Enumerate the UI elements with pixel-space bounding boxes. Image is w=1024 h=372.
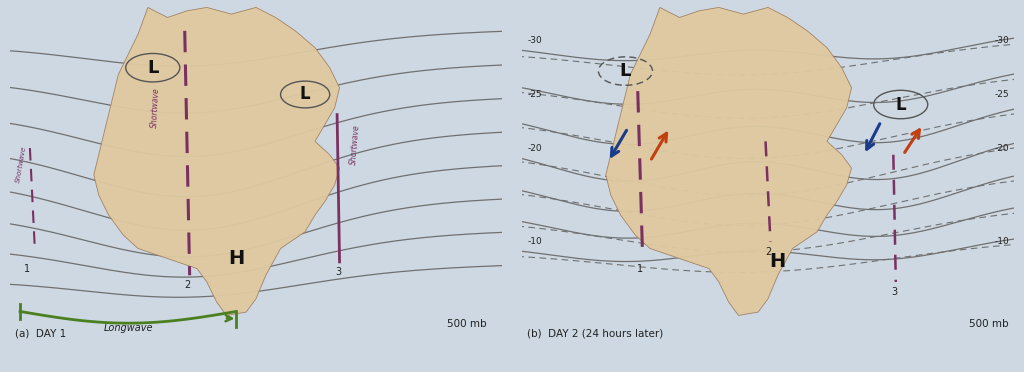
Polygon shape xyxy=(606,7,852,315)
Text: -10: -10 xyxy=(527,237,542,246)
Polygon shape xyxy=(94,7,340,315)
Text: 2: 2 xyxy=(184,280,190,290)
Text: 3: 3 xyxy=(892,287,898,297)
Text: -10: -10 xyxy=(994,237,1009,246)
Text: -25: -25 xyxy=(527,90,542,99)
Text: (b)  DAY 2 (24 hours later): (b) DAY 2 (24 hours later) xyxy=(527,329,664,339)
Text: Longwave: Longwave xyxy=(103,323,153,333)
Text: -30: -30 xyxy=(994,36,1009,45)
Text: L: L xyxy=(147,59,159,77)
Text: H: H xyxy=(228,249,245,268)
Text: 1: 1 xyxy=(637,264,643,273)
Text: 1: 1 xyxy=(25,264,31,273)
Text: L: L xyxy=(300,86,310,103)
Text: 500 mb: 500 mb xyxy=(970,319,1009,329)
Text: -25: -25 xyxy=(994,90,1009,99)
Text: (a)  DAY 1: (a) DAY 1 xyxy=(15,329,67,339)
Text: -20: -20 xyxy=(527,144,542,153)
Text: Shortwave: Shortwave xyxy=(150,87,161,128)
Text: H: H xyxy=(770,252,786,272)
Text: 3: 3 xyxy=(335,267,341,277)
Text: -20: -20 xyxy=(994,144,1009,153)
Text: L: L xyxy=(895,96,906,113)
Text: L: L xyxy=(620,62,631,80)
Text: Shortwave: Shortwave xyxy=(15,146,28,184)
Text: -30: -30 xyxy=(527,36,542,45)
Text: Shortwave: Shortwave xyxy=(349,124,361,165)
Text: 500 mb: 500 mb xyxy=(447,319,487,329)
Text: 2: 2 xyxy=(765,247,771,257)
